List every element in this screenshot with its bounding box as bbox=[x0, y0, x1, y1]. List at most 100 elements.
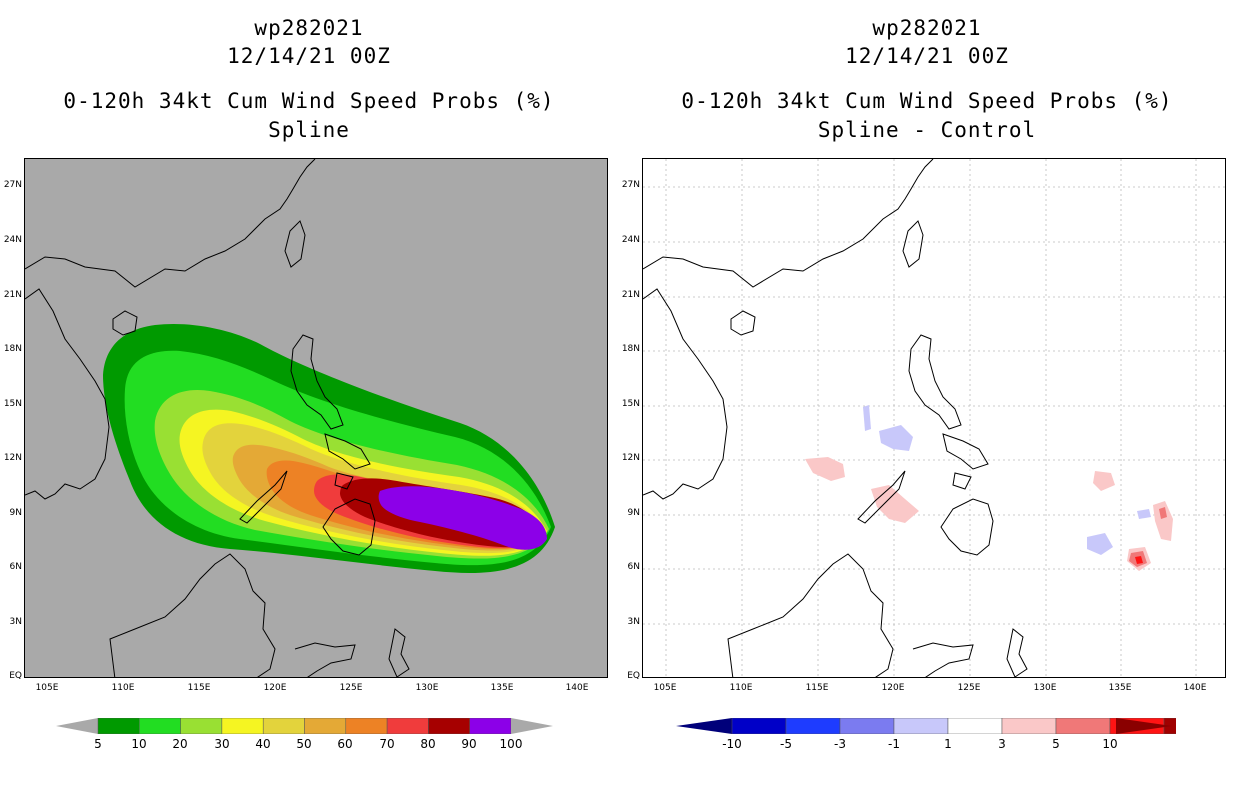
colorbar-label: 90 bbox=[461, 737, 477, 751]
colorbar-label: -3 bbox=[834, 737, 846, 751]
colorbar-boxes bbox=[731, 718, 1176, 734]
colorbar-label: -5 bbox=[780, 737, 792, 751]
colorbar-label: 60 bbox=[337, 737, 353, 751]
colorbar-box bbox=[262, 718, 305, 734]
coast-mindanao bbox=[940, 498, 994, 556]
colorbar-label: 80 bbox=[420, 737, 436, 751]
storm-id-title: wp282021 bbox=[254, 16, 364, 40]
colorbar-label: 70 bbox=[379, 737, 395, 751]
colorbar-box bbox=[345, 718, 388, 734]
coast-sulawesi bbox=[294, 642, 356, 677]
colorbar-box bbox=[428, 718, 470, 734]
lon-label: 140E bbox=[565, 683, 589, 693]
lat-label: 21N bbox=[3, 290, 22, 300]
lon-label: 105E bbox=[35, 683, 59, 693]
colorbar-under-arrow bbox=[676, 718, 732, 734]
lat-label: 15N bbox=[621, 399, 640, 409]
lat-label: 3N bbox=[627, 617, 640, 627]
colorbar-box bbox=[731, 718, 787, 734]
product-title: 0-120h 34kt Cum Wind Speed Probs (%) bbox=[63, 89, 555, 113]
lon-label: 140E bbox=[1183, 683, 1207, 693]
colorbar-box bbox=[947, 718, 1003, 734]
coast-visayas bbox=[324, 433, 371, 490]
lat-label: 18N bbox=[3, 344, 22, 354]
lat-label: 24N bbox=[3, 235, 22, 245]
lon-label: 115E bbox=[187, 683, 211, 693]
lat-label: EQ bbox=[627, 671, 640, 681]
lat-label: 6N bbox=[627, 562, 640, 572]
coast-taiwan bbox=[284, 220, 306, 268]
lat-label: 12N bbox=[621, 453, 640, 463]
colorbar-label: 1 bbox=[944, 737, 952, 751]
colorbar-box bbox=[304, 718, 347, 734]
coastlines bbox=[643, 159, 1028, 677]
colorbar-label: 5 bbox=[1052, 737, 1060, 751]
lon-label: 105E bbox=[653, 683, 677, 693]
coast-mindanao bbox=[322, 498, 376, 556]
storm-id-title: wp282021 bbox=[872, 16, 982, 40]
lat-label: 9N bbox=[627, 508, 640, 518]
diff-positive-2 bbox=[871, 485, 919, 523]
date-title: 12/14/21 00Z bbox=[845, 44, 1009, 68]
coast-borneo bbox=[727, 553, 894, 677]
difference-colorbar bbox=[676, 718, 1176, 734]
date-title: 12/14/21 00Z bbox=[227, 44, 391, 68]
lon-label: 135E bbox=[1108, 683, 1132, 693]
lat-label: 18N bbox=[621, 344, 640, 354]
right-map-panel: wp282021 12/14/21 00Z 0-120h 34kt Cum Wi… bbox=[618, 0, 1236, 800]
diff-positive-8 bbox=[1159, 507, 1167, 519]
coast-china bbox=[25, 159, 316, 288]
coastlines bbox=[25, 159, 410, 677]
colorbar-label: 10 bbox=[1102, 737, 1118, 751]
lon-label: 135E bbox=[490, 683, 514, 693]
lat-label: 3N bbox=[9, 617, 22, 627]
colorbar-label: 3 bbox=[998, 737, 1006, 751]
graticule bbox=[643, 159, 1225, 677]
colorbar-box bbox=[386, 718, 429, 734]
lat-label: 27N bbox=[3, 180, 22, 190]
colorbar-box bbox=[97, 718, 140, 734]
lat-label: 15N bbox=[3, 399, 22, 409]
coast-indochina bbox=[643, 288, 728, 500]
coast-visayas bbox=[942, 433, 989, 490]
colorbar-box bbox=[1001, 718, 1057, 734]
lat-label: 12N bbox=[3, 453, 22, 463]
lon-label: 120E bbox=[263, 683, 287, 693]
coast-luzon bbox=[908, 334, 962, 430]
product-title: 0-120h 34kt Cum Wind Speed Probs (%) bbox=[681, 89, 1173, 113]
probability-map bbox=[24, 158, 608, 678]
difference-map bbox=[642, 158, 1226, 678]
coast-hainan bbox=[730, 310, 756, 336]
coast-palawan bbox=[239, 470, 288, 524]
diff-negative-4 bbox=[1137, 509, 1151, 519]
lon-label: 110E bbox=[729, 683, 753, 693]
colorbar-label: 100 bbox=[499, 737, 523, 751]
lon-label: 130E bbox=[1033, 683, 1057, 693]
coast-sulawesi bbox=[912, 642, 974, 677]
coast-indochina bbox=[25, 288, 110, 500]
difference-contours bbox=[805, 405, 1173, 571]
probability-contours bbox=[103, 323, 555, 573]
lon-label: 130E bbox=[415, 683, 439, 693]
colorbar-boxes bbox=[97, 718, 512, 734]
lat-label: 27N bbox=[621, 180, 640, 190]
colorbar-box bbox=[1055, 718, 1111, 734]
coast-hainan bbox=[112, 310, 138, 336]
lat-label: 9N bbox=[9, 508, 22, 518]
coast-borneo bbox=[109, 553, 276, 677]
colorbar-box bbox=[839, 718, 895, 734]
lat-label: 24N bbox=[621, 235, 640, 245]
coast-taiwan bbox=[902, 220, 924, 268]
lat-label: 21N bbox=[621, 290, 640, 300]
colorbar-box bbox=[893, 718, 949, 734]
difference-map-svg bbox=[643, 159, 1225, 677]
diff-positive-3 bbox=[1093, 471, 1115, 491]
diff-negative-2 bbox=[863, 405, 871, 431]
coast-halmahera bbox=[388, 628, 410, 677]
lon-label: 120E bbox=[881, 683, 905, 693]
diff-positive-7 bbox=[1135, 556, 1143, 564]
colorbar-label: 5 bbox=[94, 737, 102, 751]
colorbar-label: 10 bbox=[131, 737, 147, 751]
colorbar-label: 20 bbox=[172, 737, 188, 751]
colorbar-label: 50 bbox=[296, 737, 312, 751]
